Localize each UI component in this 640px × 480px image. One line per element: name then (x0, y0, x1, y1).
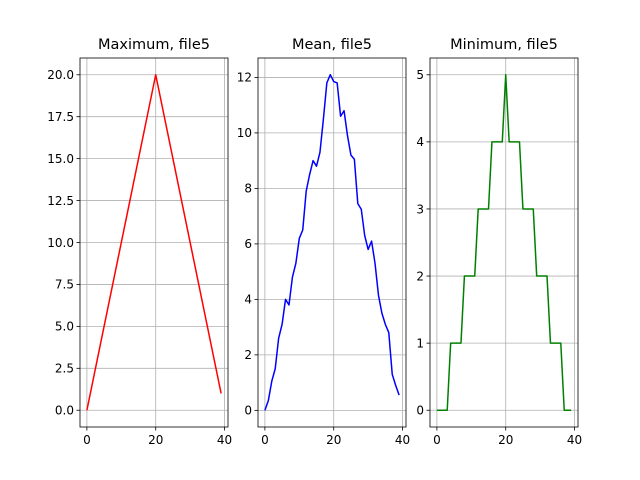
subplot-mean: Mean, file5 0 20 40 0 2 4 6 8 10 12 (237, 37, 410, 447)
y-tick-label: 1 (416, 336, 424, 350)
y-tick-label: 5.0 (55, 320, 74, 334)
y-tick-label: 0 (244, 404, 252, 418)
title-minimum: Minimum, file5 (450, 37, 558, 53)
x-tick-label: 40 (217, 433, 232, 447)
x-tick-label: 0 (433, 433, 441, 447)
y-tick-label: 0.0 (55, 404, 74, 418)
axes-frame (257, 57, 407, 428)
x-tick-label: 20 (498, 433, 513, 447)
title-mean: Mean, file5 (292, 37, 372, 53)
x-tick-label: 40 (567, 433, 582, 447)
subplot-minimum: Minimum, file5 0 20 40 0 1 2 3 4 5 (416, 37, 582, 447)
x-tick-label: 20 (326, 433, 341, 447)
x-tick-label: 40 (395, 433, 410, 447)
y-tick-label: 17.5 (47, 110, 74, 124)
y-tick-label: 2 (244, 348, 252, 362)
x-tick-label: 0 (261, 433, 269, 447)
y-tick-label: 2.5 (55, 362, 74, 376)
y-tick-label: 6 (244, 237, 252, 251)
y-tick-label: 0 (416, 404, 424, 418)
y-tick-label: 7.5 (55, 278, 74, 292)
y-tick-label: 10.0 (47, 236, 74, 250)
series-line-minimum (436, 74, 572, 411)
y-tick-label: 4 (416, 135, 424, 149)
y-tick-label: 12.5 (47, 194, 74, 208)
y-tick-label: 2 (416, 269, 424, 283)
y-tick-label: 5 (416, 68, 424, 82)
x-tick-label: 20 (148, 433, 163, 447)
y-tick-label: 10 (237, 126, 252, 140)
y-tick-label: 4 (244, 293, 252, 307)
y-tick-label: 3 (416, 202, 424, 216)
y-tick-label: 8 (244, 182, 252, 196)
x-tick-label: 0 (83, 433, 91, 447)
y-tick-label: 15.0 (47, 152, 74, 166)
y-tick-label: 20.0 (47, 68, 74, 82)
axes-frame (429, 57, 579, 428)
title-maximum: Maximum, file5 (98, 37, 210, 53)
series-line-mean (264, 73, 400, 411)
series-line-maximum (86, 74, 222, 411)
y-tick-label: 12 (237, 71, 252, 85)
subplot-maximum: Maximum, file5 0 20 40 0.0 2.5 5.0 7.5 10.0 12.5… (47, 37, 232, 447)
